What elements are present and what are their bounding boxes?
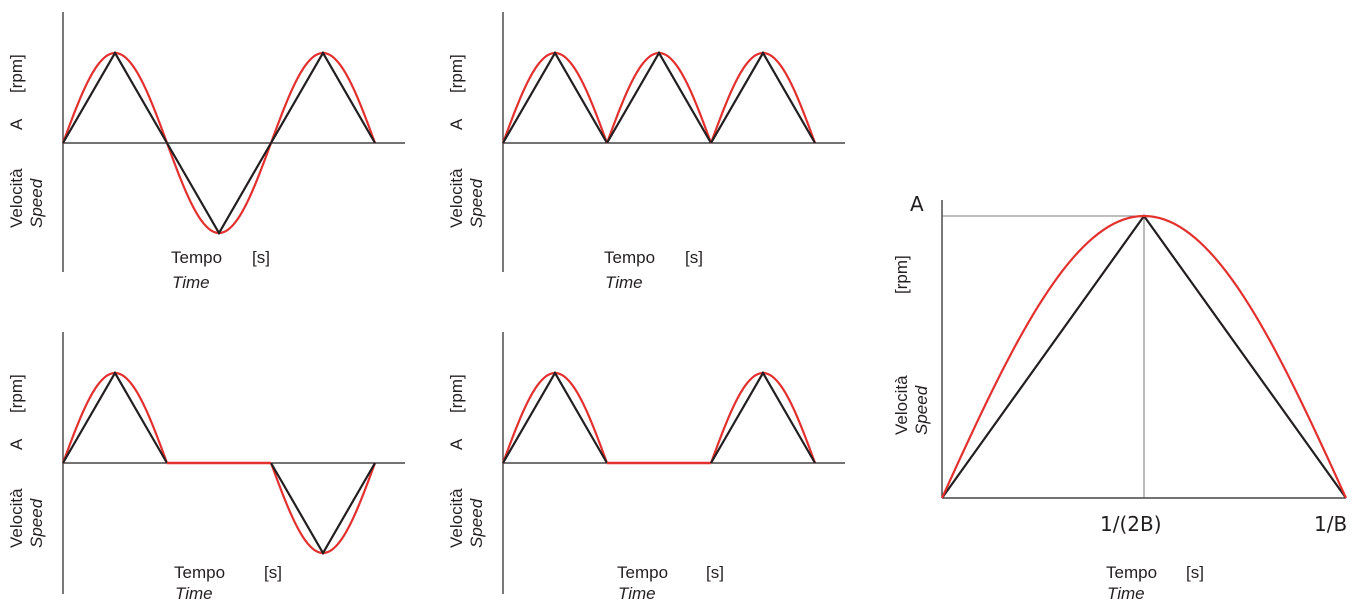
velocita-label: Velocità: [447, 168, 466, 228]
amplitude-label: A: [7, 118, 26, 130]
diagram-top-middle: Velocità Speed A [rpm] Tempo [s] Time: [447, 12, 845, 292]
sine-segment: [61, 371, 169, 464]
sine-segment: [605, 51, 713, 144]
time-label: Time: [175, 584, 213, 601]
rpm-unit-label: [rpm]: [447, 54, 466, 93]
rpm-unit-label: [rpm]: [447, 374, 466, 413]
s-unit-label: [s]: [1186, 563, 1204, 582]
sine-segment: [501, 51, 609, 144]
speed-label: Speed: [467, 178, 486, 228]
speed-label: Speed: [27, 178, 46, 228]
time-label: Time: [1107, 584, 1145, 601]
sine-segment: [269, 51, 377, 144]
diagram-detail: A 1/(2B) 1/B Velocità Speed [rpm] Tempo …: [892, 192, 1347, 601]
speed-label: Speed: [27, 498, 46, 548]
sine-segment: [269, 462, 377, 555]
time-label: Time: [172, 273, 210, 292]
velocita-label: Velocità: [7, 168, 26, 228]
s-unit-label: [s]: [706, 563, 724, 582]
velocita-label: Velocità: [7, 488, 26, 548]
diagram-bottom-left: Velocità Speed A [rpm] Tempo [s] Time: [7, 332, 405, 601]
sine-segment: [61, 51, 169, 144]
rpm-unit-label: [rpm]: [892, 255, 911, 294]
rpm-unit-label: [rpm]: [7, 54, 26, 93]
tempo-label: Tempo: [171, 248, 222, 267]
sine-segment: [165, 142, 273, 235]
velocita-label: Velocità: [892, 375, 911, 435]
tempo-label: Tempo: [174, 563, 225, 582]
triangle-segment: [62, 370, 168, 464]
amplitude-label: A: [447, 438, 466, 450]
speed-label: Speed: [912, 385, 931, 435]
amplitude-label: A: [447, 118, 466, 130]
amplitude-tick-label: A: [910, 192, 924, 216]
sine-segment: [501, 371, 609, 464]
s-unit-label: [s]: [252, 248, 270, 267]
sine-segment: [709, 371, 817, 464]
triangle-segment: [502, 370, 608, 464]
tempo-label: Tempo: [604, 248, 655, 267]
s-unit-label: [s]: [685, 248, 703, 267]
amplitude-label: A: [7, 438, 26, 450]
triangle-segment: [62, 50, 168, 144]
time-label: Time: [605, 273, 643, 292]
triangle-segment: [606, 50, 712, 144]
velocita-label: Velocità: [447, 488, 466, 548]
sine-wave: [940, 214, 1348, 499]
rpm-unit-label: [rpm]: [7, 374, 26, 413]
time-label: Time: [618, 584, 656, 601]
triangle-segment: [166, 142, 272, 236]
tempo-label: Tempo: [1106, 563, 1157, 582]
triangle-segment: [502, 50, 608, 144]
sine-segment: [709, 51, 817, 144]
tempo-label: Tempo: [617, 563, 668, 582]
triangle-segment: [270, 50, 376, 144]
speed-label: Speed: [467, 498, 486, 548]
half-period-tick-label: 1/(2B): [1100, 512, 1162, 536]
diagram-top-left: Velocità Speed A [rpm] Tempo [s] Time: [7, 12, 405, 292]
triangle-segment: [270, 462, 376, 556]
triangle-segment: [710, 370, 816, 464]
s-unit-label: [s]: [264, 563, 282, 582]
diagram-bottom-middle: Velocità Speed A [rpm] Tempo [s] Time: [447, 332, 845, 601]
triangle-segment: [710, 50, 816, 144]
period-tick-label: 1/B: [1314, 512, 1347, 536]
